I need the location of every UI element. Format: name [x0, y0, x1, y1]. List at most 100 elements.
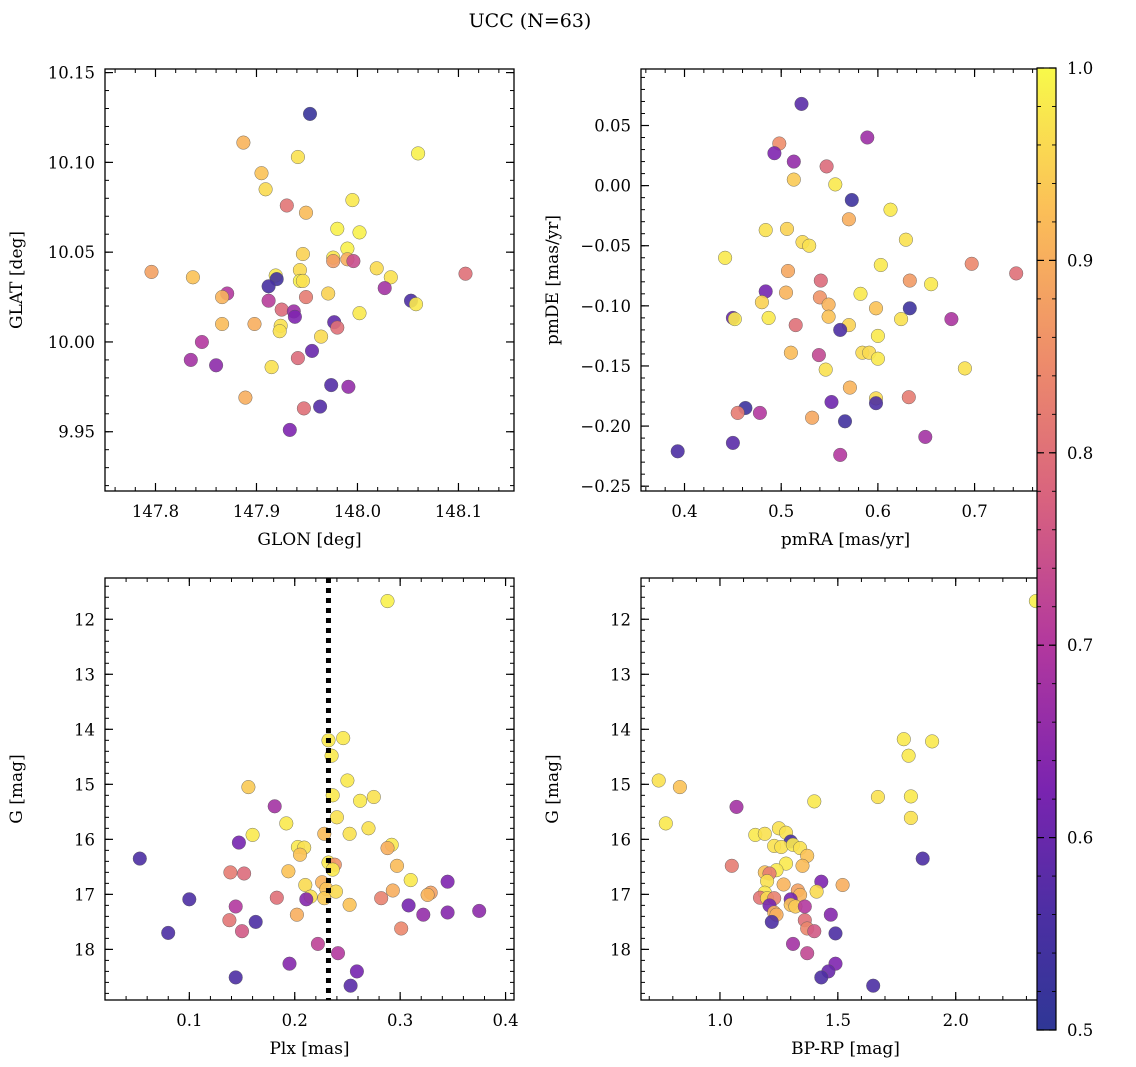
- scatter-point: [788, 318, 803, 333]
- x-tick-label: 0.4: [492, 1011, 518, 1030]
- scatter-point: [228, 899, 243, 914]
- scatter-point: [779, 285, 794, 300]
- scatter-point: [282, 422, 297, 437]
- tick-labels: 1.0 1.5 2.0 12 13 14 15 16 17 18: [610, 578, 1051, 1030]
- axes-frame: [104, 68, 515, 492]
- y-tick-label: 17: [610, 885, 631, 904]
- scatter-point: [964, 256, 979, 271]
- scatter-point: [241, 780, 256, 795]
- scatter-point: [331, 946, 346, 961]
- scatter-point: [898, 232, 913, 247]
- axes-frame: [104, 577, 515, 1001]
- x-tick-label: 1.0: [707, 1011, 733, 1030]
- scatter-point: [458, 266, 473, 281]
- scatter-point: [853, 286, 868, 301]
- scatter-point: [385, 883, 400, 898]
- scatter-point: [724, 858, 739, 873]
- y-axis-label: pmDE [mas/yr]: [543, 215, 563, 345]
- scatter-point: [279, 816, 294, 831]
- scatter-point: [764, 914, 779, 929]
- y-tick-label: 0.00: [594, 177, 631, 196]
- x-tick-label: 1.5: [825, 1011, 851, 1030]
- scatter-point: [290, 351, 305, 366]
- scatter-point: [730, 405, 745, 420]
- scatter-point: [281, 864, 296, 879]
- scatter-point: [725, 435, 740, 450]
- scatter-point: [767, 146, 782, 161]
- scatter-point: [819, 159, 834, 174]
- scatter-point: [352, 306, 367, 321]
- scatter-point: [786, 936, 801, 951]
- scatter-point: [807, 794, 822, 809]
- scatter-point: [298, 878, 313, 893]
- axes-frame: [640, 577, 1051, 1001]
- scatter-point: [924, 277, 939, 292]
- scatter-point: [903, 789, 918, 804]
- scatter-points: [670, 96, 1024, 462]
- scatter-point: [321, 286, 336, 301]
- scatter-point: [299, 290, 314, 305]
- y-tick-label: 9.95: [58, 423, 95, 442]
- x-tick-label: 148.0: [334, 502, 381, 521]
- scatter-point: [828, 926, 843, 941]
- scatter-point: [272, 324, 287, 339]
- scatter-point: [182, 892, 197, 907]
- scatter-point: [918, 429, 933, 444]
- scatter-point: [774, 840, 789, 855]
- scatter-point: [729, 799, 744, 814]
- x-tick-label: 147.9: [233, 502, 280, 521]
- x-axis-label: Plx [mas]: [269, 1039, 349, 1059]
- scatter-point: [403, 873, 418, 888]
- y-tick-label: 14: [74, 720, 95, 739]
- scatter-point: [870, 790, 885, 805]
- scatter-point: [401, 898, 416, 913]
- y-tick-label: 16: [610, 830, 631, 849]
- y-tick-label: 13: [610, 665, 631, 684]
- scatter-point: [290, 149, 305, 164]
- scatter-point: [440, 905, 455, 920]
- scatter-point: [823, 907, 838, 922]
- scatter-point: [267, 799, 282, 814]
- scatter-point: [234, 924, 249, 939]
- colorbar-gradient: [1036, 67, 1057, 1031]
- scatter-point: [374, 891, 389, 906]
- scatter-point: [361, 821, 376, 836]
- scatter-point: [269, 890, 284, 905]
- y-axis-label: GLAT [deg]: [7, 231, 27, 329]
- scatter-point: [869, 396, 884, 411]
- scatter-point: [222, 913, 237, 928]
- scatter-point: [394, 921, 409, 936]
- scatter-point: [299, 892, 314, 907]
- scatter-point: [238, 390, 253, 405]
- scatter-point: [183, 352, 198, 367]
- scatter-point: [247, 317, 262, 332]
- scatter-point: [869, 301, 884, 316]
- scatter-point: [289, 907, 304, 922]
- scatter-point: [313, 399, 328, 414]
- scatter-point: [293, 847, 308, 862]
- y-tick-label: 0.05: [594, 117, 631, 136]
- y-tick-label: −0.25: [580, 477, 631, 496]
- scatter-point: [330, 320, 345, 335]
- scatter-point: [873, 258, 888, 273]
- y-tick-label: −0.05: [580, 237, 631, 256]
- scatter-point: [314, 329, 329, 344]
- scatter-point: [754, 295, 769, 310]
- y-tick-label: 17: [74, 885, 95, 904]
- scatter-point: [896, 732, 911, 747]
- colorbar-tick-label: 0.9: [1067, 251, 1093, 270]
- scatter-point: [758, 223, 773, 238]
- panel-glon-glat: 147.8 147.9 148.0 148.1 9.95 10.00 10.05 10.10 1…: [7, 64, 515, 550]
- scatter-point: [781, 264, 796, 279]
- colorbar-tick-label: 0.7: [1067, 636, 1093, 655]
- scatter-point: [797, 899, 812, 914]
- colorbar-tick-label: 0.8: [1067, 444, 1093, 463]
- y-tick-label: 10.05: [48, 243, 95, 262]
- x-tick-label: 0.1: [176, 1011, 202, 1030]
- scatter-point: [411, 146, 426, 161]
- scatter-point: [346, 254, 361, 269]
- scatter-point: [237, 866, 252, 881]
- scatter-point: [303, 106, 318, 121]
- scatter-point: [814, 970, 829, 985]
- panel-pmra-pmde: 0.4 0.5 0.6 0.7 −0.25 −0.20 −0.15 −0.10 −0.05 0.0…: [543, 68, 1051, 550]
